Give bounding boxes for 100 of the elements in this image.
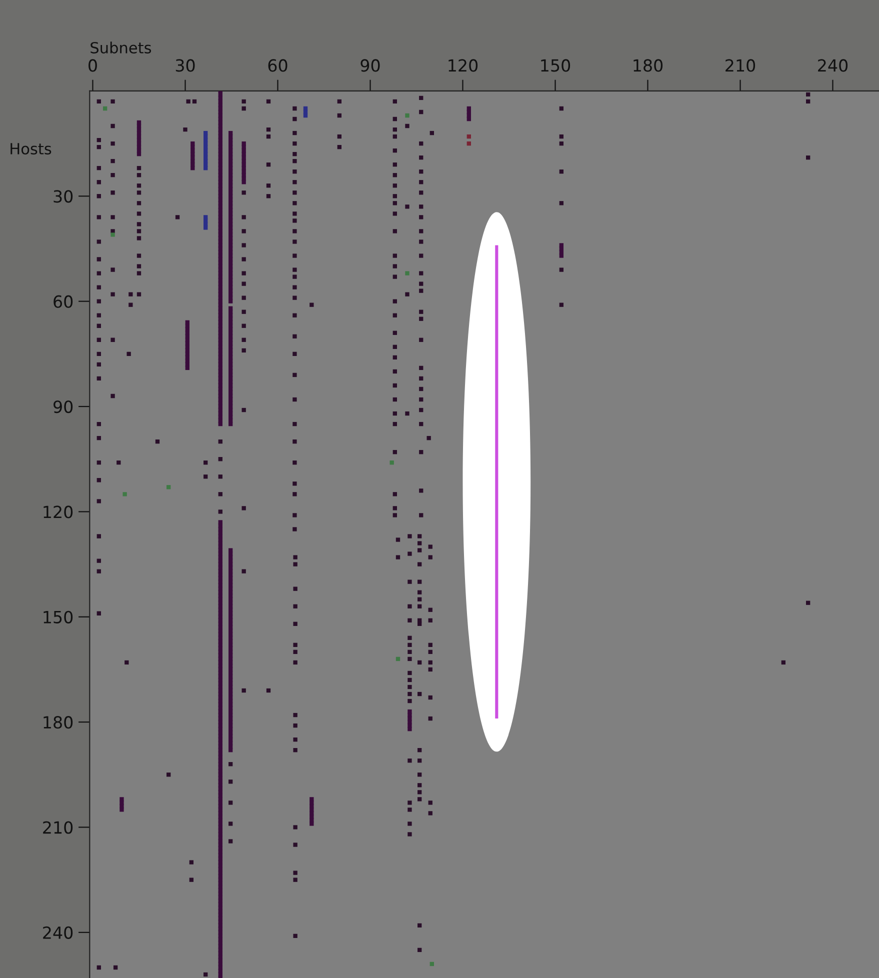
point	[559, 302, 564, 307]
point	[136, 222, 142, 226]
point	[189, 860, 194, 864]
point	[175, 215, 180, 220]
point	[242, 282, 246, 286]
point	[417, 790, 422, 794]
point	[417, 541, 422, 546]
point	[392, 229, 397, 234]
point	[96, 299, 101, 304]
point	[426, 436, 431, 440]
point	[242, 296, 246, 300]
point	[242, 215, 246, 220]
point	[392, 344, 397, 349]
point	[96, 352, 101, 356]
point	[228, 306, 233, 310]
point	[428, 544, 432, 549]
point	[136, 173, 142, 178]
point	[408, 642, 412, 648]
point	[292, 116, 297, 122]
point	[96, 569, 101, 574]
point	[417, 948, 422, 952]
point	[417, 660, 422, 665]
point	[242, 229, 246, 234]
point	[292, 130, 297, 136]
point	[293, 825, 298, 830]
point	[392, 134, 397, 139]
point	[392, 411, 397, 416]
point	[419, 96, 424, 100]
point	[419, 288, 424, 293]
point	[419, 386, 424, 392]
point	[292, 229, 297, 234]
point	[242, 348, 246, 352]
point	[136, 254, 142, 258]
point	[292, 397, 297, 402]
x-axis-title: Subnets	[90, 42, 152, 54]
point	[417, 534, 422, 538]
point	[417, 772, 422, 777]
point	[110, 232, 115, 237]
point	[292, 352, 297, 356]
point	[110, 229, 115, 234]
point	[96, 534, 101, 538]
point	[292, 170, 297, 174]
point	[405, 292, 410, 296]
point	[293, 738, 298, 742]
point	[428, 800, 432, 805]
point	[408, 684, 412, 690]
point	[428, 695, 432, 700]
point	[419, 422, 424, 426]
point	[292, 180, 297, 184]
point	[96, 99, 101, 104]
point	[392, 194, 397, 198]
point	[559, 201, 564, 206]
y-tick-label: 30	[54, 190, 73, 203]
point	[293, 878, 298, 882]
point	[155, 439, 160, 444]
x-tick-label: 240	[818, 59, 848, 72]
point	[96, 313, 101, 318]
point	[310, 302, 314, 307]
point	[806, 155, 810, 160]
point	[396, 656, 400, 662]
point	[136, 166, 142, 170]
point	[292, 460, 297, 465]
point	[242, 152, 246, 156]
point	[228, 762, 233, 766]
y-tick-label: 90	[54, 400, 73, 414]
point	[228, 800, 233, 805]
point	[408, 692, 412, 696]
point	[419, 488, 424, 493]
point	[96, 285, 101, 290]
point	[242, 162, 246, 167]
point	[559, 170, 564, 174]
x-tick-label: 180	[634, 59, 663, 72]
x-tick-label: 120	[448, 59, 478, 72]
point	[466, 134, 471, 139]
y-tick-label: 180	[44, 716, 73, 729]
point	[408, 678, 412, 682]
point	[419, 271, 424, 276]
point	[293, 712, 298, 718]
point	[390, 460, 394, 465]
point	[96, 436, 101, 440]
point	[96, 166, 101, 170]
point	[242, 158, 246, 164]
point	[781, 660, 786, 665]
point	[292, 492, 297, 496]
point	[292, 141, 297, 146]
point	[204, 460, 208, 465]
point	[419, 310, 424, 314]
x-tick-label: 90	[360, 59, 380, 72]
point	[408, 698, 412, 704]
point	[419, 450, 424, 454]
point	[419, 240, 424, 244]
x-tick-label: 210	[726, 59, 756, 72]
point	[242, 243, 246, 248]
x-tick-label: 150	[541, 59, 570, 72]
point	[136, 184, 142, 188]
point	[242, 569, 246, 574]
point	[204, 166, 208, 170]
point	[428, 650, 432, 654]
point	[293, 842, 298, 847]
point	[136, 271, 142, 276]
